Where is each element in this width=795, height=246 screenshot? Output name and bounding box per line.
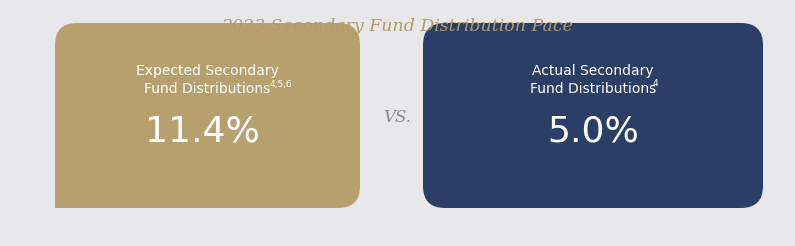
Text: VS.: VS. (383, 109, 411, 126)
Text: Expected Secondary: Expected Secondary (136, 64, 279, 78)
PathPatch shape (423, 23, 763, 208)
Text: 2023 Secondary Fund Distribution Pace: 2023 Secondary Fund Distribution Pace (221, 18, 573, 35)
Text: Actual Secondary: Actual Secondary (532, 64, 653, 78)
PathPatch shape (55, 23, 360, 208)
Text: Fund Distributions: Fund Distributions (145, 82, 270, 96)
Text: 4: 4 (653, 79, 658, 89)
Text: 5.0%: 5.0% (547, 114, 639, 148)
Text: 4,5,6: 4,5,6 (270, 79, 292, 89)
Text: Fund Distributions: Fund Distributions (530, 82, 656, 96)
Text: 11.4%: 11.4% (145, 114, 260, 148)
